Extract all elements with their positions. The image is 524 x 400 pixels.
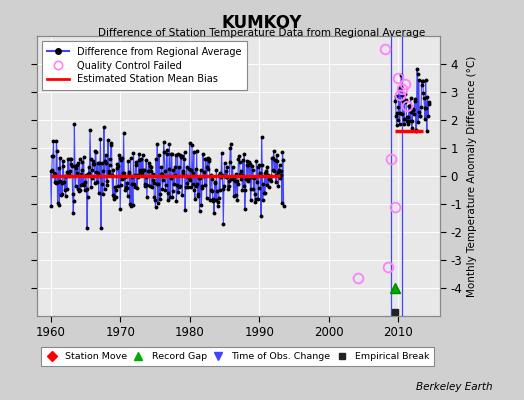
Text: Difference of Station Temperature Data from Regional Average: Difference of Station Temperature Data f… <box>99 28 425 38</box>
Legend: Station Move, Record Gap, Time of Obs. Change, Empirical Break: Station Move, Record Gap, Time of Obs. C… <box>41 348 434 366</box>
Y-axis label: Monthly Temperature Anomaly Difference (°C): Monthly Temperature Anomaly Difference (… <box>466 55 477 297</box>
Text: Berkeley Earth: Berkeley Earth <box>416 382 493 392</box>
Text: KUMKOY: KUMKOY <box>222 14 302 32</box>
